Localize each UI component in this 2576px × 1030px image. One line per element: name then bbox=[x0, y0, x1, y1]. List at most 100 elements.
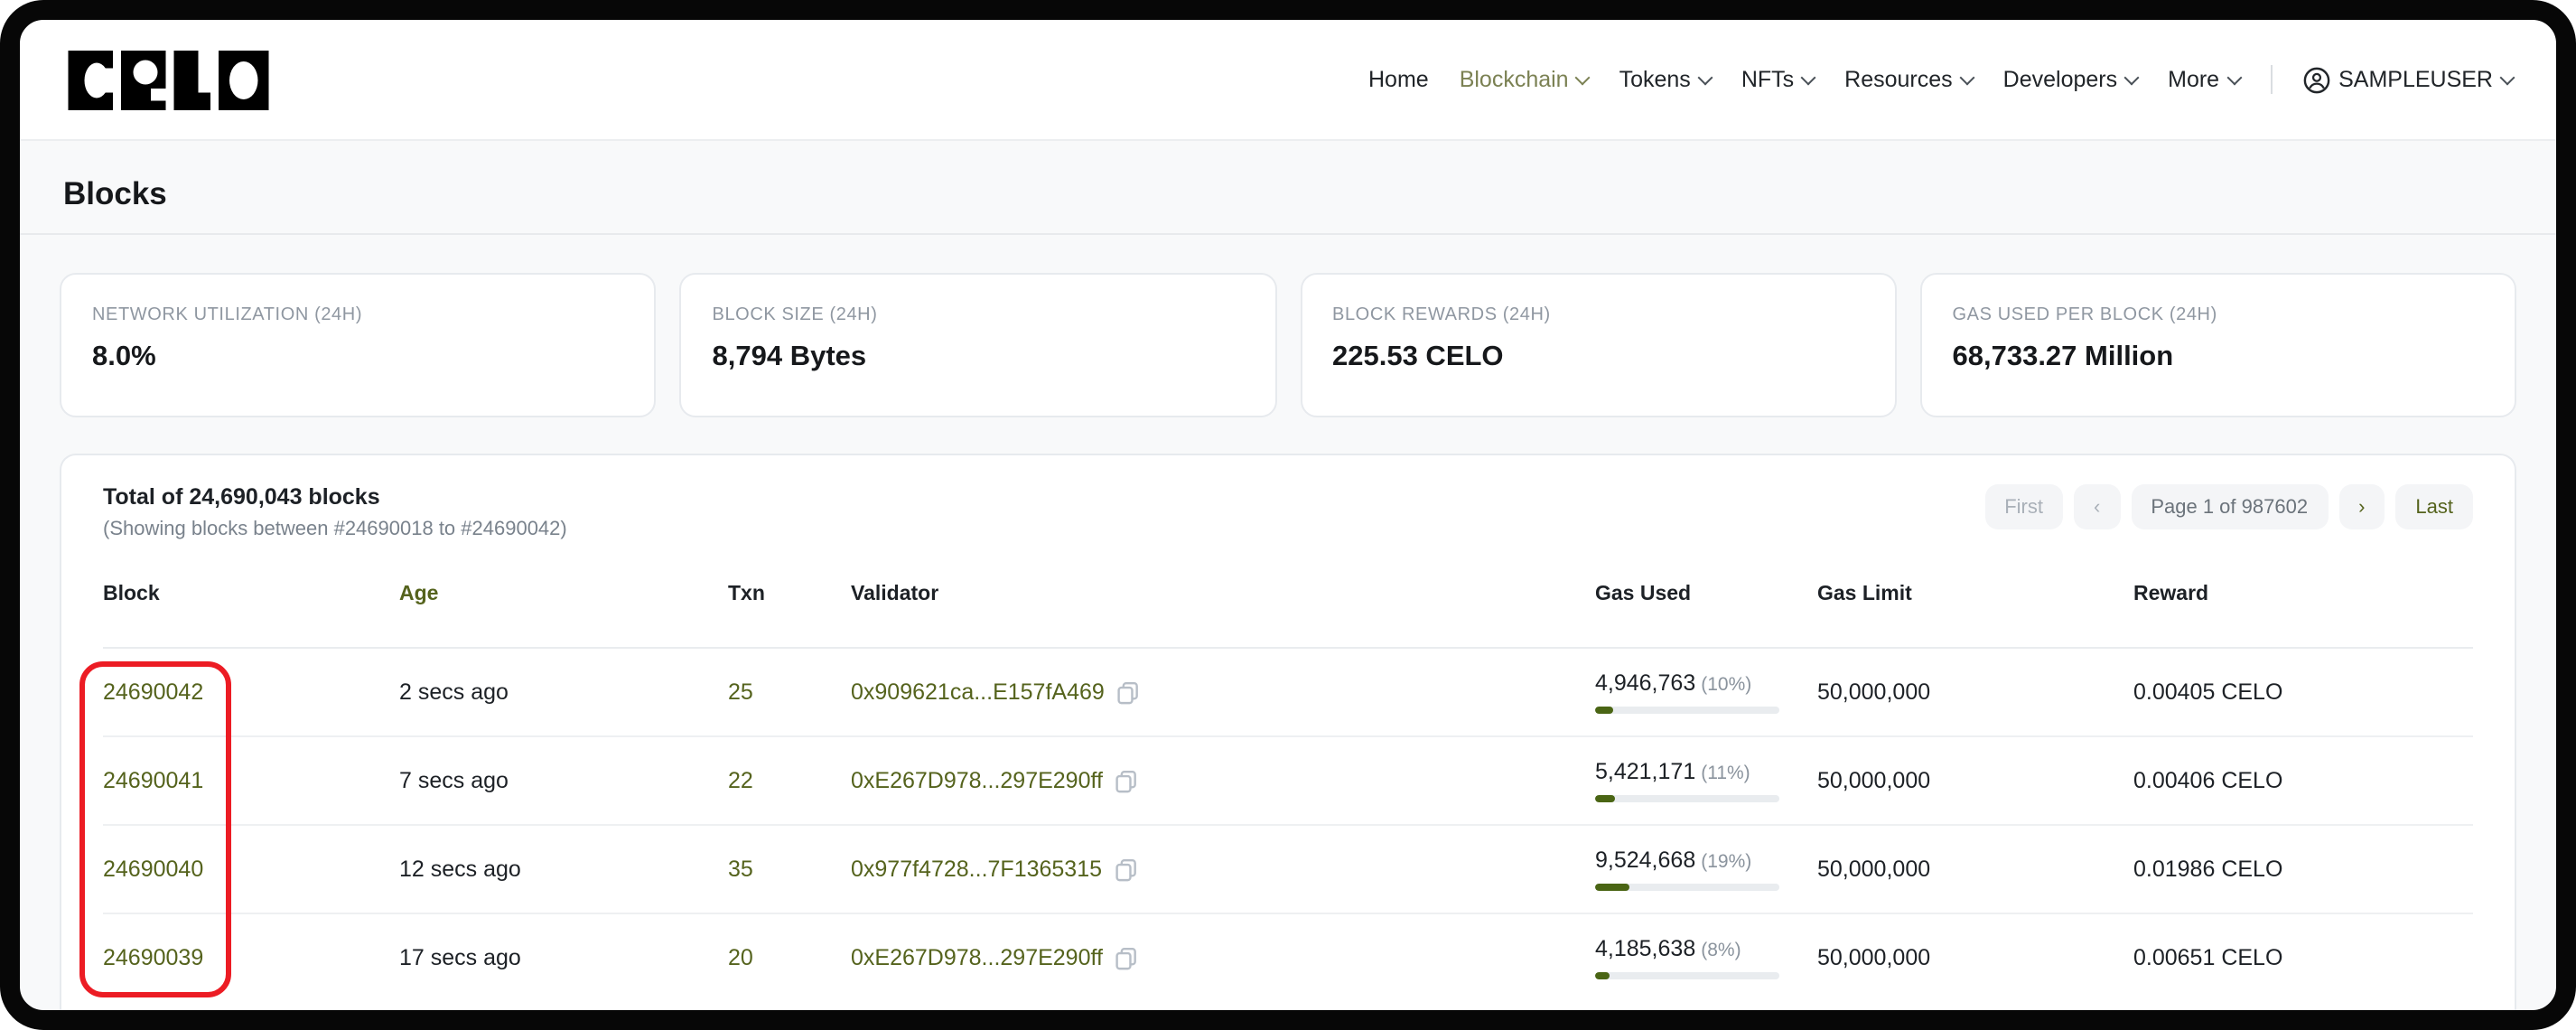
gas-used-value: 9,524,668 bbox=[1595, 847, 1696, 873]
table-row: 24690039 17 secs ago 20 0xE267D978...297… bbox=[103, 914, 2473, 1001]
gas-used-pct: (19%) bbox=[1701, 851, 1752, 873]
celo-logo-mark bbox=[68, 50, 269, 109]
nav-item-nfts[interactable]: NFTs bbox=[1741, 67, 1816, 92]
chevron-down-icon bbox=[2499, 69, 2515, 85]
stat-card-gas-used: GAS USED PER BLOCK (24H) 68,733.27 Milli… bbox=[1919, 273, 2516, 417]
gas-progress-track bbox=[1595, 884, 1779, 891]
gas-progress-track bbox=[1595, 707, 1779, 714]
col-header-gas-used: Gas Used bbox=[1595, 583, 1692, 604]
table-summary: Total of 24,690,043 blocks (Showing bloc… bbox=[103, 484, 567, 540]
top-nav: Home Blockchain Tokens NFTs Resources De… bbox=[20, 20, 2556, 141]
chevron-down-icon bbox=[1800, 69, 1816, 85]
gas-progress-fill bbox=[1595, 972, 1610, 979]
age-cell: 12 secs ago bbox=[399, 857, 521, 882]
copy-icon[interactable] bbox=[1115, 857, 1138, 881]
gas-used-cell: 4,185,638 (8%) bbox=[1595, 936, 1817, 979]
reward-cell: 0.00406 CELO bbox=[2133, 768, 2283, 793]
chevron-down-icon bbox=[1959, 69, 1975, 85]
pagination-first-button[interactable]: First bbox=[1984, 484, 2063, 529]
copy-icon[interactable] bbox=[1115, 946, 1139, 969]
nav-item-tokens[interactable]: Tokens bbox=[1619, 67, 1713, 92]
gas-progress-track bbox=[1595, 972, 1779, 979]
gas-used-pct: (10%) bbox=[1701, 674, 1752, 696]
col-header-reward: Reward bbox=[2133, 583, 2209, 604]
chevron-down-icon bbox=[2226, 69, 2242, 85]
table-row: 24690040 12 secs ago 35 0x977f4728...7F1… bbox=[103, 826, 2473, 914]
gas-limit-cell: 50,000,000 bbox=[1817, 768, 1931, 793]
table-rows: 24690042 2 secs ago 25 0x909621ca...E157… bbox=[103, 649, 2473, 1001]
stat-card-block-rewards: BLOCK REWARDS (24H) 225.53 CELO bbox=[1300, 273, 1897, 417]
gas-used-value: 4,185,638 bbox=[1595, 936, 1696, 961]
chevron-down-icon bbox=[1697, 69, 1713, 85]
blocks-range-text: (Showing blocks between #24690018 to #24… bbox=[103, 519, 567, 540]
copy-icon[interactable] bbox=[1117, 680, 1141, 704]
nav-item-blockchain[interactable]: Blockchain bbox=[1460, 67, 1591, 92]
gas-limit-cell: 50,000,000 bbox=[1817, 945, 1931, 970]
gas-used-cell: 5,421,171 (11%) bbox=[1595, 759, 1817, 802]
gas-progress-track bbox=[1595, 795, 1779, 802]
gas-used-cell: 4,946,763 (10%) bbox=[1595, 670, 1817, 714]
page-title: Blocks bbox=[63, 175, 167, 211]
pagination: First ‹ Page 1 of 987602 › Last bbox=[1984, 484, 2473, 529]
chevron-down-icon bbox=[2123, 69, 2140, 85]
chevron-down-icon bbox=[1575, 69, 1591, 85]
gas-used-value: 5,421,171 bbox=[1595, 759, 1696, 784]
title-divider bbox=[20, 233, 2556, 235]
stat-card-block-size: BLOCK SIZE (24H) 8,794 Bytes bbox=[679, 273, 1276, 417]
block-link[interactable]: 24690042 bbox=[103, 679, 204, 705]
gas-used-pct: (11%) bbox=[1701, 763, 1750, 784]
pagination-last-button[interactable]: Last bbox=[2395, 484, 2473, 529]
txn-link[interactable]: 20 bbox=[728, 945, 753, 970]
gas-progress-fill bbox=[1595, 707, 1614, 714]
gas-used-cell: 9,524,668 (19%) bbox=[1595, 847, 1817, 891]
nav-item-home[interactable]: Home bbox=[1368, 67, 1429, 92]
validator-link[interactable]: 0x977f4728...7F1365315 bbox=[851, 857, 1103, 882]
block-link[interactable]: 24690040 bbox=[103, 857, 204, 882]
blocks-page: Home Blockchain Tokens NFTs Resources De… bbox=[20, 20, 2556, 1010]
col-header-validator: Validator bbox=[851, 583, 939, 604]
col-header-txn: Txn bbox=[728, 583, 765, 604]
col-header-gas-limit: Gas Limit bbox=[1817, 583, 1912, 604]
reward-cell: 0.00405 CELO bbox=[2133, 679, 2283, 705]
txn-link[interactable]: 35 bbox=[728, 857, 753, 882]
reward-cell: 0.00651 CELO bbox=[2133, 945, 2283, 970]
txn-link[interactable]: 25 bbox=[728, 679, 753, 705]
user-icon bbox=[2302, 66, 2329, 93]
celo-logo[interactable] bbox=[63, 50, 276, 109]
age-cell: 7 secs ago bbox=[399, 768, 509, 793]
gas-used-pct: (8%) bbox=[1701, 940, 1741, 961]
reward-cell: 0.01986 CELO bbox=[2133, 857, 2283, 882]
table-row: 24690041 7 secs ago 22 0xE267D978...297E… bbox=[103, 737, 2473, 826]
pagination-next-button[interactable]: › bbox=[2338, 484, 2385, 529]
gas-progress-fill bbox=[1595, 795, 1616, 802]
pagination-page-indicator: Page 1 of 987602 bbox=[2131, 484, 2329, 529]
col-header-block: Block bbox=[103, 583, 160, 604]
table-row: 24690042 2 secs ago 25 0x909621ca...E157… bbox=[103, 649, 2473, 737]
user-menu[interactable]: SAMPLEUSER bbox=[2302, 66, 2515, 93]
stats-row: NETWORK UTILIZATION (24H) 8.0% BLOCK SIZ… bbox=[60, 273, 2516, 417]
stat-card-network-utilization: NETWORK UTILIZATION (24H) 8.0% bbox=[60, 273, 657, 417]
nav-divider bbox=[2270, 65, 2273, 94]
copy-icon[interactable] bbox=[1115, 769, 1139, 792]
gas-limit-cell: 50,000,000 bbox=[1817, 857, 1931, 882]
gas-used-value: 4,946,763 bbox=[1595, 670, 1696, 696]
nav-item-developers[interactable]: Developers bbox=[2003, 67, 2140, 92]
blocks-table-card: Total of 24,690,043 blocks (Showing bloc… bbox=[60, 454, 2516, 1010]
nav-item-more[interactable]: More bbox=[2168, 67, 2242, 92]
table-header-bar: Total of 24,690,043 blocks (Showing bloc… bbox=[103, 455, 2473, 540]
nav-menu: Home Blockchain Tokens NFTs Resources De… bbox=[1368, 65, 2515, 94]
block-link[interactable]: 24690039 bbox=[103, 945, 204, 970]
col-header-age[interactable]: Age bbox=[399, 583, 439, 604]
table-column-headers: Block Age Txn Validator Gas Used Gas Lim… bbox=[103, 540, 2473, 649]
age-cell: 2 secs ago bbox=[399, 679, 509, 705]
txn-link[interactable]: 22 bbox=[728, 768, 753, 793]
pagination-prev-button[interactable]: ‹ bbox=[2074, 484, 2121, 529]
block-link[interactable]: 24690041 bbox=[103, 768, 204, 793]
nav-item-resources[interactable]: Resources bbox=[1844, 67, 1975, 92]
validator-link[interactable]: 0xE267D978...297E290ff bbox=[851, 945, 1103, 970]
validator-link[interactable]: 0x909621ca...E157fA469 bbox=[851, 679, 1105, 705]
gas-limit-cell: 50,000,000 bbox=[1817, 679, 1931, 705]
gas-progress-fill bbox=[1595, 884, 1630, 891]
validator-link[interactable]: 0xE267D978...297E290ff bbox=[851, 768, 1103, 793]
